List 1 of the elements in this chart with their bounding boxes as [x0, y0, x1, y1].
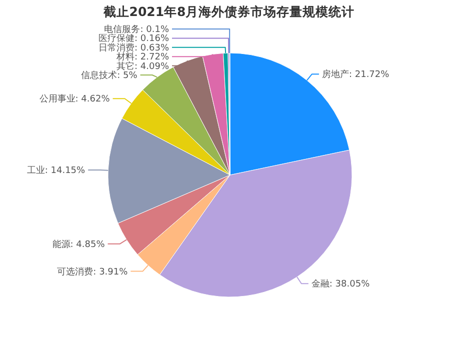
- chart-title: 截止2021年8月海外债券市场存量规模统计: [102, 4, 355, 19]
